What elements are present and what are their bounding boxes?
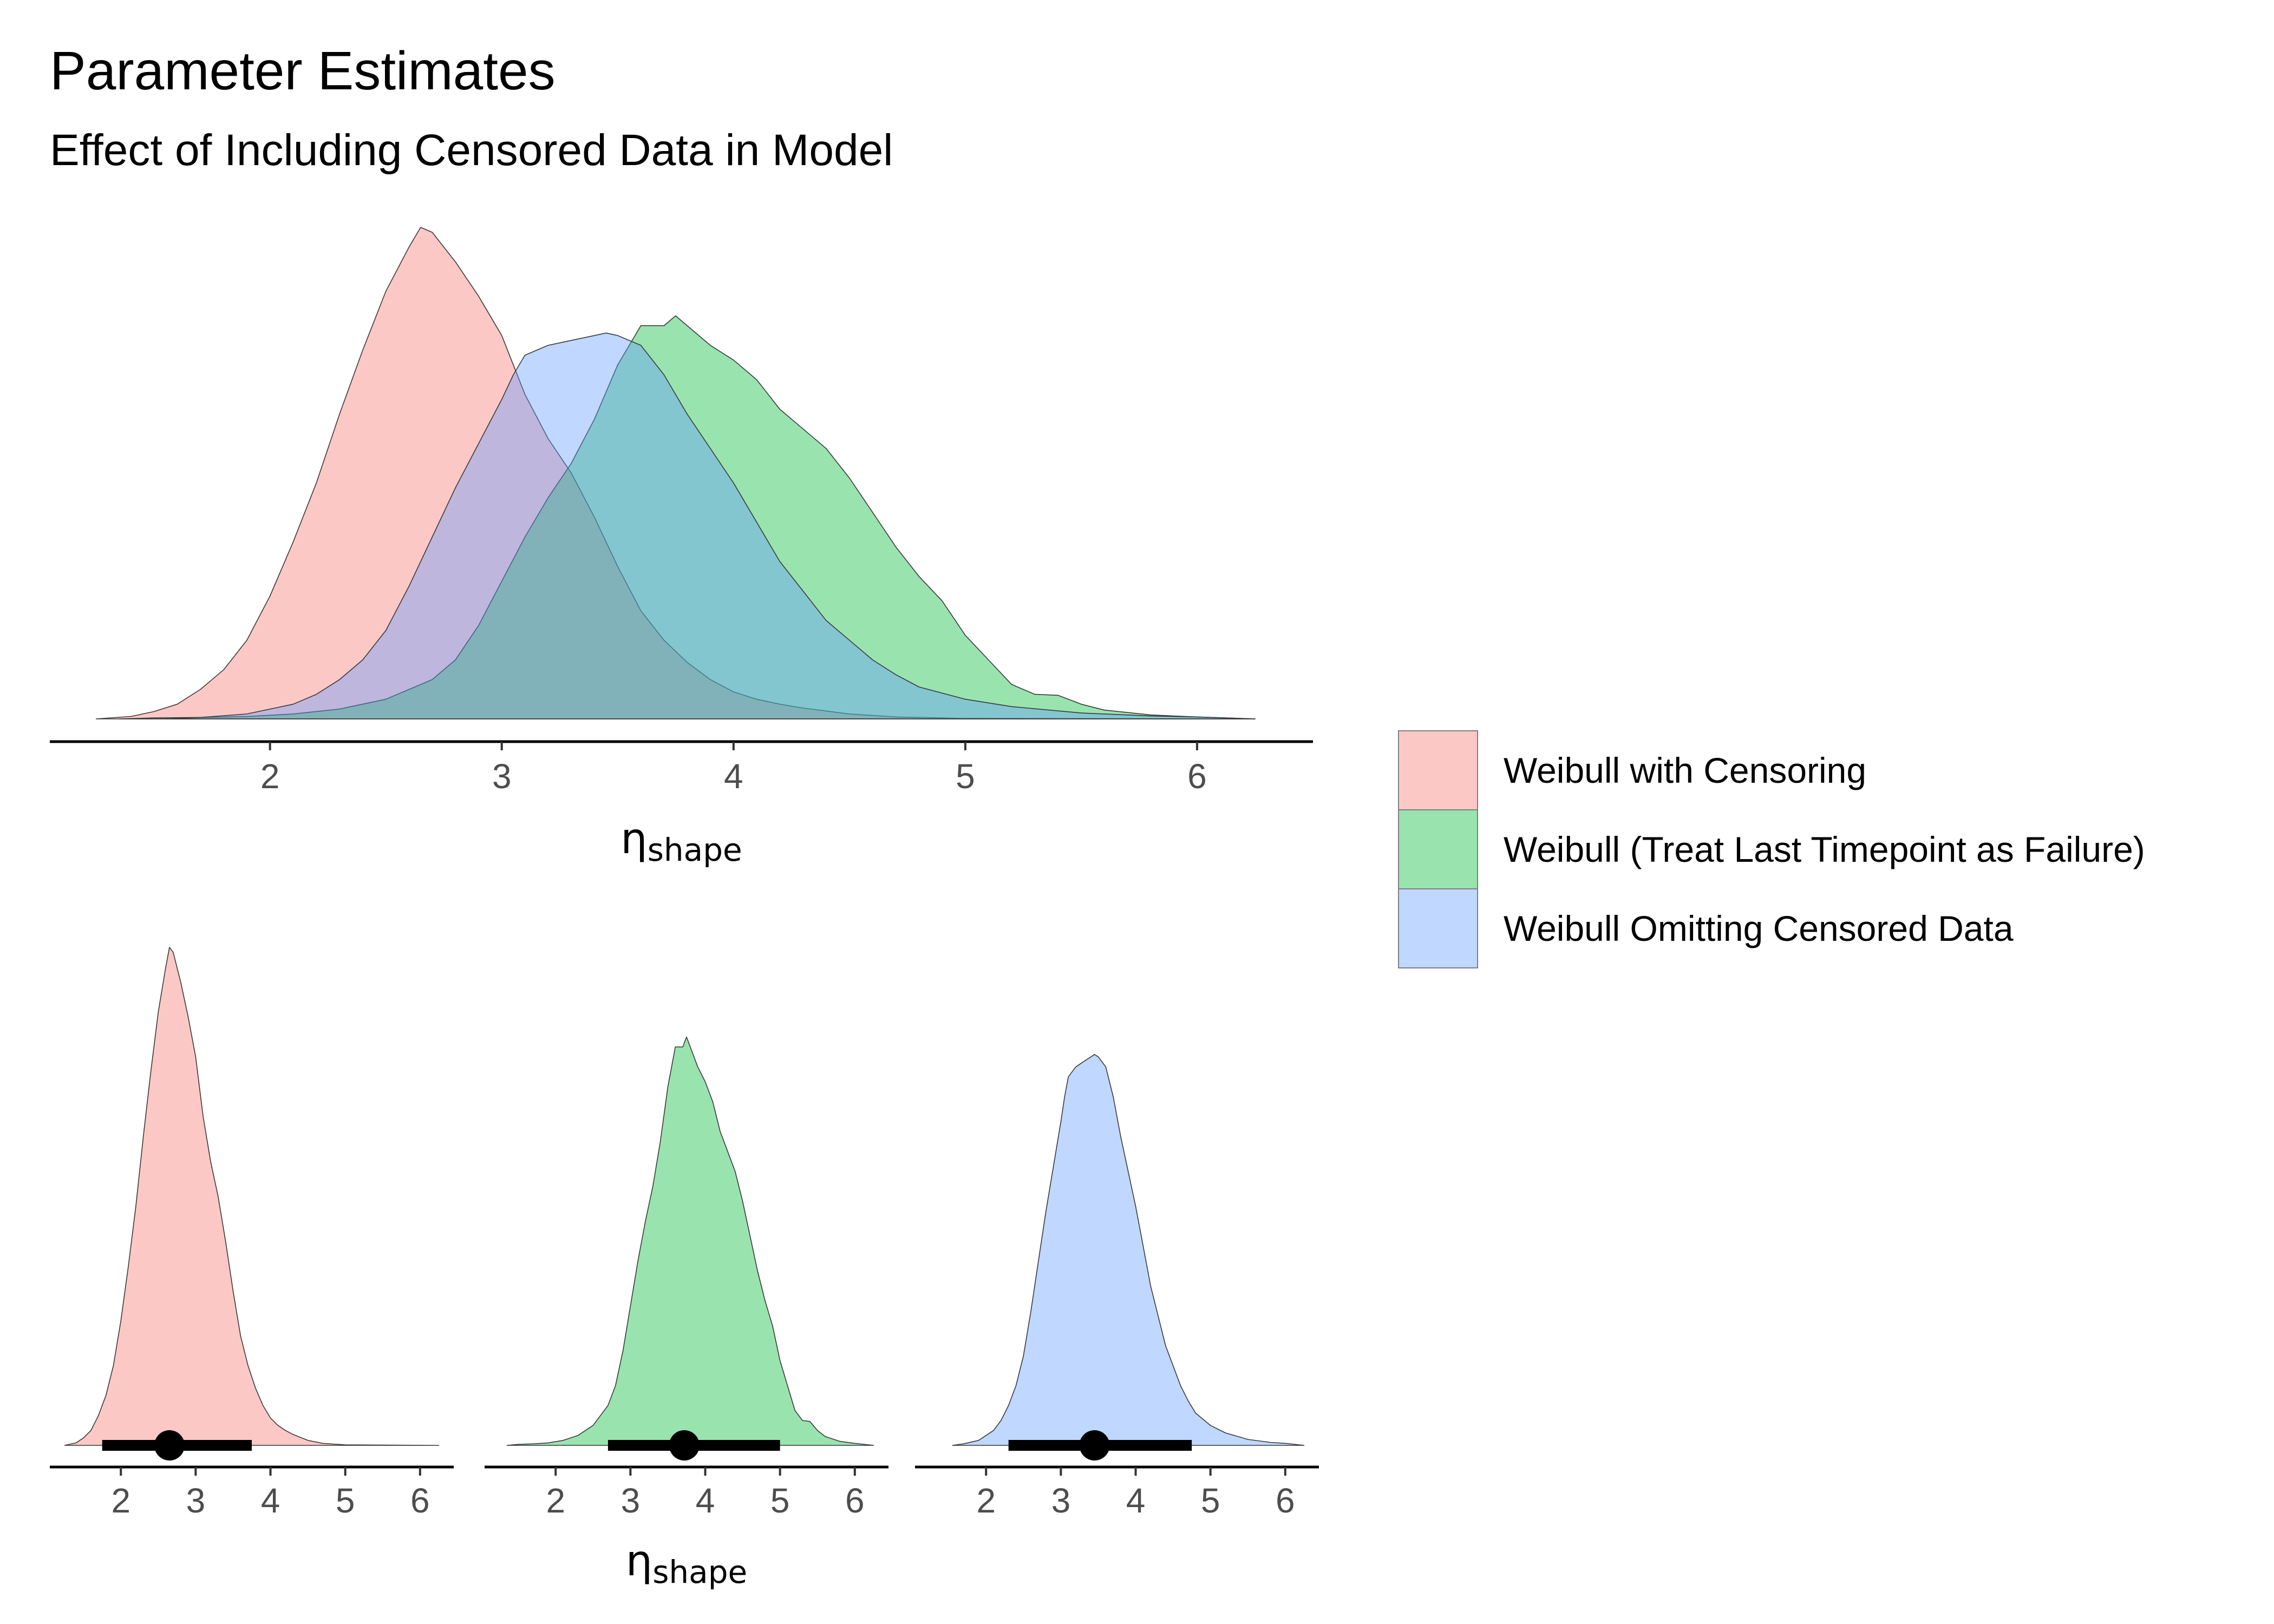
- legend-label: Weibull with Censoring: [1504, 750, 1866, 790]
- density-weibull-omitting-censored-data: [165, 332, 1256, 719]
- panel-x-tick-label: 3: [186, 1481, 206, 1520]
- legend-key-weibull-omitting-censored-data: [1398, 888, 1478, 968]
- top-x-tick-label: 4: [724, 757, 743, 796]
- panel-x-tick-label: 2: [111, 1481, 130, 1520]
- chart-subtitle: Effect of Including Censored Data in Mod…: [50, 126, 893, 175]
- top-x-tick-label: 5: [956, 757, 975, 796]
- legend-key-weibull-with-censoring: [1398, 730, 1478, 810]
- top-x-axis-title: ηshape: [620, 815, 742, 868]
- density-weibull-treat-last-timepoint-as-failure: [119, 315, 1256, 719]
- bottom-x-axis-title: ηshape: [626, 1537, 747, 1590]
- panel-density-weibull-with-censoring: [64, 947, 440, 1446]
- panel-density-weibull-omitting-censored-data: [952, 1054, 1305, 1446]
- panel-x-tick-label: 5: [1201, 1481, 1220, 1520]
- panel-x-tick-label: 6: [410, 1481, 430, 1520]
- chart-title: Parameter Estimates: [50, 41, 556, 101]
- top-x-tick-label: 3: [492, 757, 512, 796]
- panel-x-tick-label: 5: [336, 1481, 355, 1520]
- top-x-tick-label: 6: [1187, 757, 1207, 796]
- panel-x-tick-label: 3: [1051, 1481, 1071, 1520]
- panel-x-tick-label: 6: [1276, 1481, 1295, 1520]
- legend-label: Weibull Omitting Censored Data: [1504, 908, 2014, 948]
- panel-x-tick-label: 4: [696, 1481, 715, 1520]
- legend-key-weibull-treat-last-timepoint-as-failure: [1398, 809, 1478, 889]
- panel-x-tick-label: 5: [770, 1481, 790, 1520]
- top-x-tick-label: 2: [260, 757, 280, 796]
- panel-x-tick-label: 4: [1126, 1481, 1146, 1520]
- legend: Weibull with Censoring Weibull (Treat Las…: [1398, 730, 2145, 968]
- median-point-weibull-treat-last-timepoint-as-failure: [669, 1430, 700, 1461]
- median-point-weibull-omitting-censored-data: [1079, 1430, 1110, 1461]
- panel-x-tick-label: 6: [845, 1481, 865, 1520]
- panel-x-tick-label: 2: [976, 1481, 996, 1520]
- panel-x-tick-label: 2: [546, 1481, 565, 1520]
- legend-label: Weibull (Treat Last Timepoint as Failure…: [1504, 829, 2145, 869]
- median-point-weibull-with-censoring: [154, 1430, 185, 1461]
- plot-area: 2 3 4 5 6 ηshape 2 3 4 5 6 2 3 4 5 6 2 3 4 5 6 ηshape: [50, 227, 1319, 1590]
- density-weibull-with-censoring: [95, 227, 1256, 719]
- panel-x-tick-label: 3: [621, 1481, 641, 1520]
- panel-density-weibull-treat-last-timepoint-as-failure: [506, 1036, 874, 1446]
- panel-x-tick-label: 4: [261, 1481, 280, 1520]
